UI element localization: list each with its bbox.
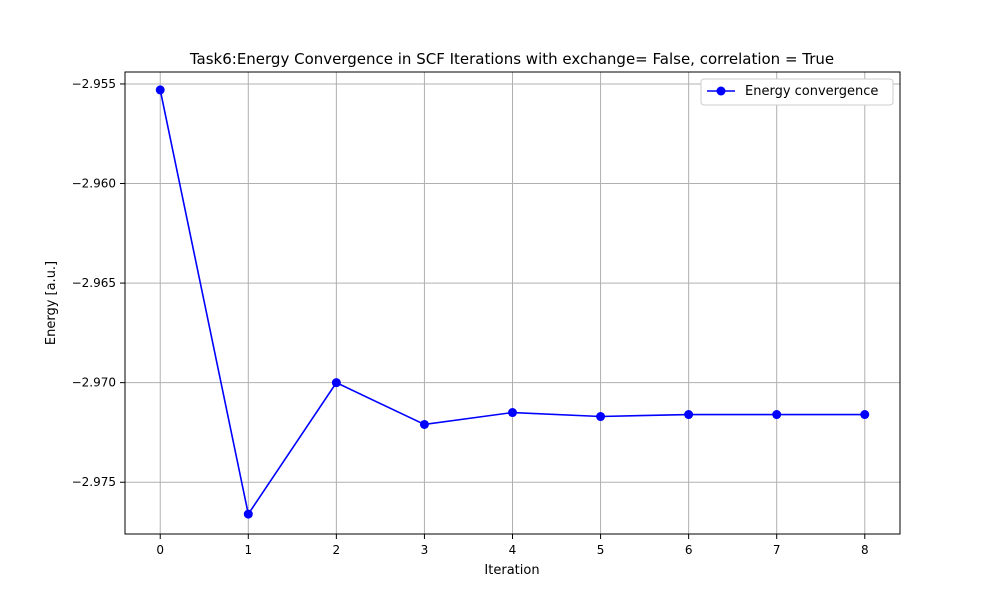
- y-axis-ticks: −2.975 −2.970 −2.965 −2.960 −2.955: [72, 77, 125, 489]
- x-tick-label: 2: [333, 543, 341, 557]
- data-point: [419, 419, 429, 429]
- y-tick-label: −2.955: [72, 77, 116, 91]
- y-axis-label: Energy [a.u.]: [44, 261, 59, 345]
- x-tick-label: 8: [861, 543, 869, 557]
- x-tick-label: 7: [773, 543, 781, 557]
- y-tick-label: −2.965: [72, 276, 116, 290]
- data-point: [596, 412, 606, 422]
- data-point: [508, 408, 517, 418]
- chart-title: Task6:Energy Convergence in SCF Iteratio…: [189, 50, 834, 68]
- x-tick-label: 5: [597, 543, 605, 557]
- data-point: [860, 410, 870, 420]
- legend-label: Energy convergence: [745, 84, 878, 99]
- x-tick-label: 0: [156, 543, 164, 557]
- x-tick-label: 6: [685, 543, 693, 557]
- data-point: [155, 85, 165, 95]
- y-tick-label: −2.960: [72, 177, 116, 191]
- data-point: [684, 410, 694, 420]
- y-tick-label: −2.975: [72, 475, 116, 489]
- series-energy-convergence: [155, 85, 870, 519]
- data-point: [243, 509, 253, 519]
- legend-box: [700, 78, 894, 106]
- legend-marker: [716, 86, 726, 96]
- x-axis-label: Iteration: [484, 563, 539, 578]
- x-tick-label: 1: [244, 543, 252, 557]
- legend: Energy convergence: [700, 78, 894, 106]
- data-point: [331, 378, 341, 388]
- x-tick-label: 4: [509, 543, 517, 557]
- grid: [125, 72, 900, 534]
- y-tick-label: −2.970: [72, 376, 116, 390]
- x-axis-ticks: 0 1 2 3 4 5 6 7 8: [156, 534, 869, 557]
- data-point: [772, 410, 782, 420]
- x-tick-label: 3: [421, 543, 429, 557]
